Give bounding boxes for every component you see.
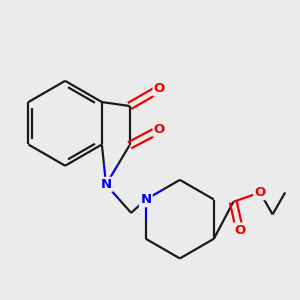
Text: O: O [234, 224, 245, 237]
Text: O: O [254, 186, 266, 199]
Text: N: N [140, 193, 152, 206]
Text: O: O [154, 82, 165, 95]
Text: N: N [100, 178, 112, 191]
Text: O: O [154, 123, 165, 136]
